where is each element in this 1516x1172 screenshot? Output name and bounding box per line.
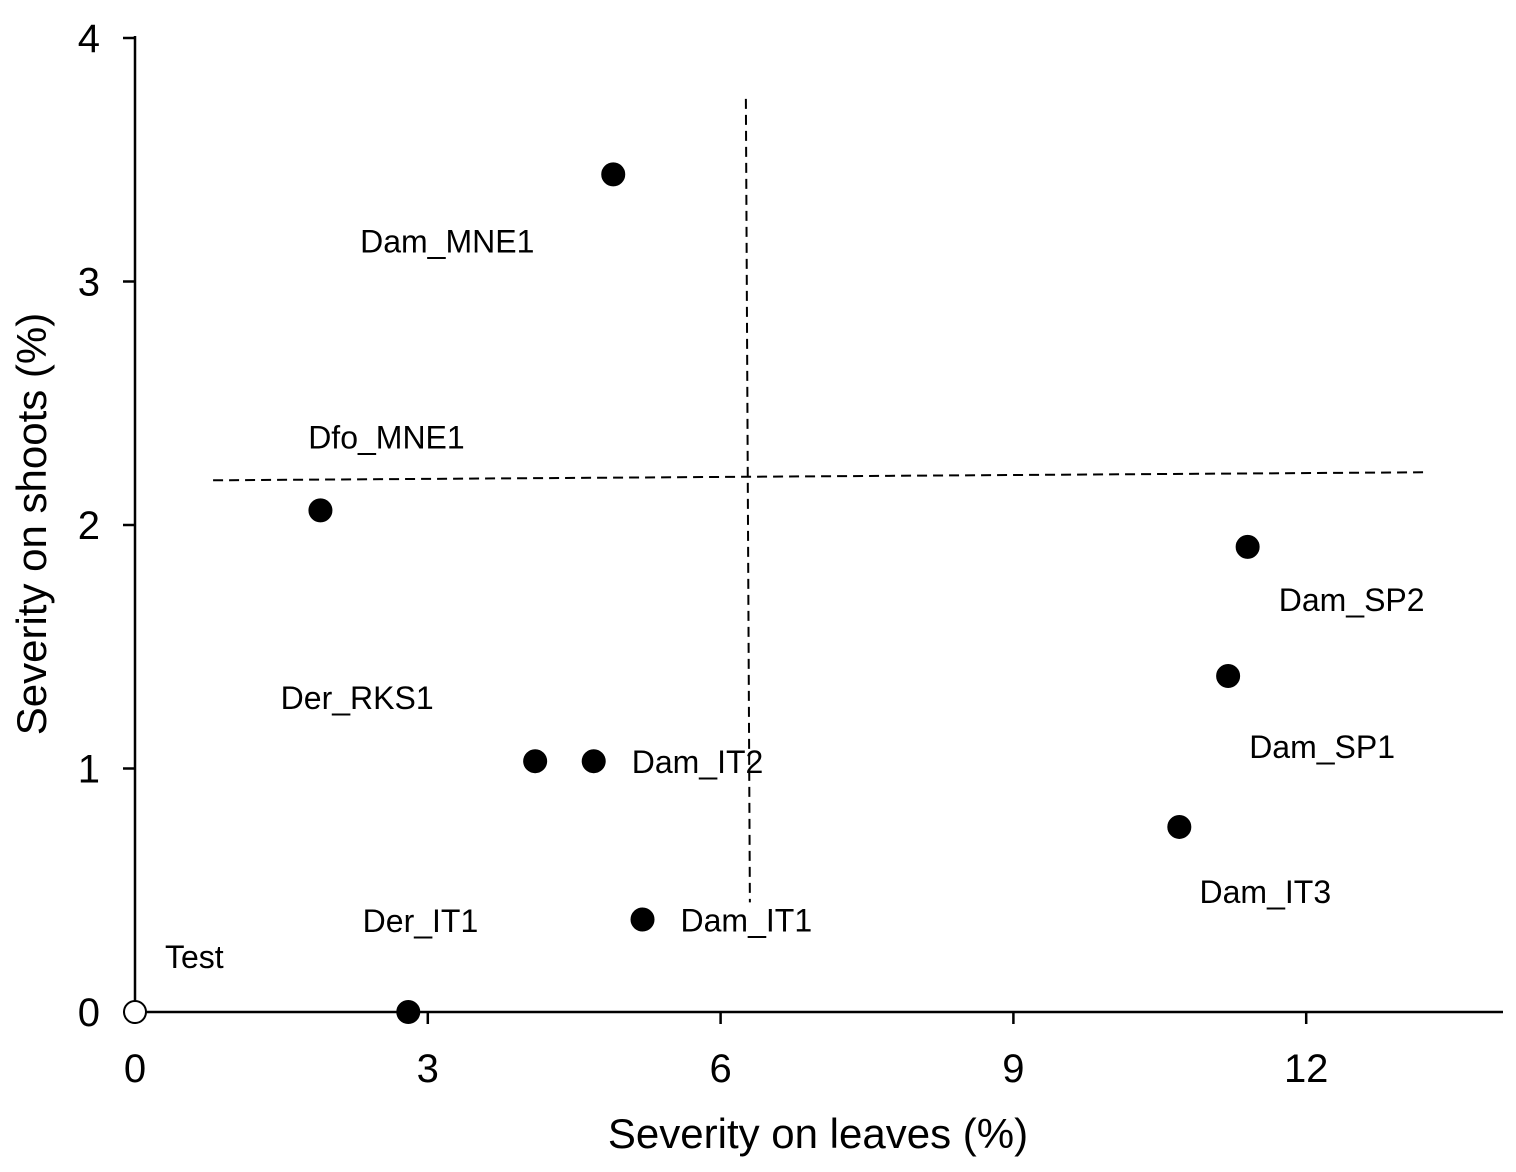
y-axis-title: Severity on shoots (%) [8, 313, 55, 736]
data-points [123, 162, 1260, 1024]
reference-lines [213, 98, 1424, 903]
point-labels: Test Der_IT1 Dfo_MNE1 Dam_MNE1 Der_RKS1 Dam_I… [165, 223, 1425, 975]
point-label: Der_RKS1 [281, 680, 434, 716]
y-tick-label: 4 [78, 17, 100, 61]
data-point [123, 1000, 147, 1024]
y-tick-label: 2 [78, 504, 100, 548]
data-point [1216, 663, 1241, 688]
x-axis-title: Severity on leaves (%) [608, 1110, 1028, 1157]
x-tick-label: 3 [417, 1047, 439, 1091]
data-point [1235, 534, 1260, 559]
x-tick-label: 9 [1002, 1047, 1024, 1091]
point-label: Dfo_MNE1 [308, 419, 465, 455]
point-label: Dam_SP1 [1249, 729, 1395, 765]
point-label: Dam_SP2 [1279, 582, 1425, 618]
data-point [630, 907, 655, 932]
point-label: Dam_IT3 [1200, 874, 1332, 910]
point-label: Test [165, 939, 224, 975]
x-tick-label: 12 [1284, 1047, 1329, 1091]
data-point [601, 162, 626, 187]
point-label: Dam_MNE1 [360, 223, 534, 259]
vertical-reference-line [744, 98, 751, 903]
data-point [396, 1000, 421, 1024]
y-tick-label: 0 [78, 991, 100, 1035]
point-label: Dam_IT1 [681, 902, 813, 938]
data-point [1167, 814, 1192, 839]
y-tick-label: 3 [78, 261, 100, 305]
horizontal-reference-line [213, 471, 1424, 482]
point-label: Dam_IT2 [632, 744, 764, 780]
x-tick-label: 0 [124, 1047, 146, 1091]
point-label: Der_IT1 [363, 903, 479, 939]
data-point [308, 498, 333, 523]
y-tick-label: 1 [78, 748, 100, 792]
x-tick-label: 6 [709, 1047, 731, 1091]
data-point [581, 749, 606, 774]
data-point [523, 749, 548, 774]
